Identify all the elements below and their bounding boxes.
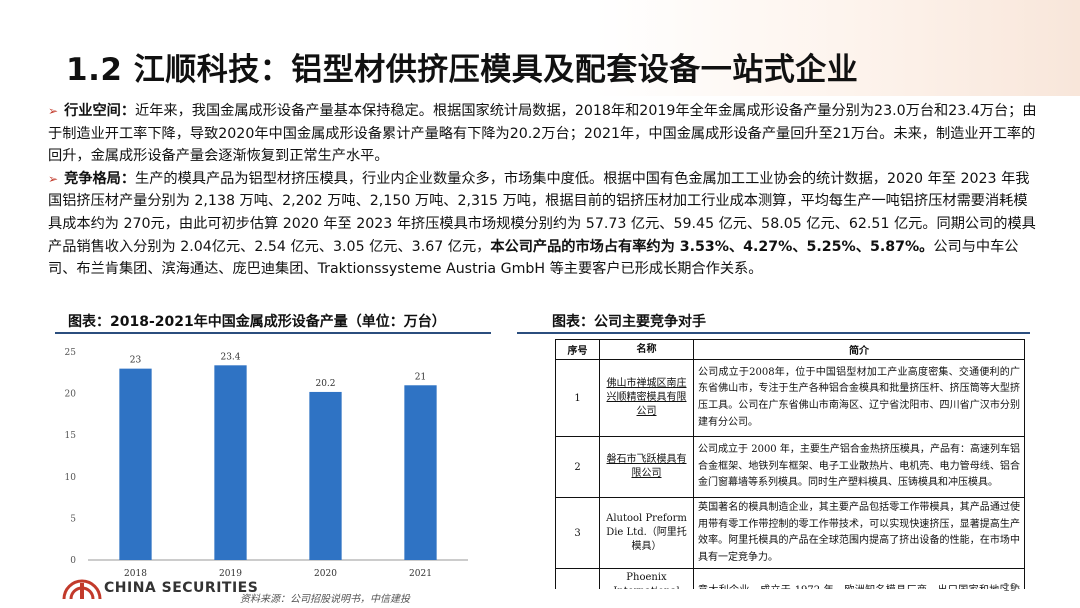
- page-title: 1.2 江顺科技：铝型材供挤压模具及配套设备一站式企业: [66, 52, 859, 88]
- data-label: 20.2: [315, 379, 335, 389]
- source-note: 资料来源：公司招股说明书，中信建投: [240, 594, 410, 605]
- bar: [309, 391, 342, 560]
- bar: [404, 385, 437, 560]
- row-name: 磐石市飞跃模具有限公司: [599, 436, 694, 498]
- y-tick-label: 0: [70, 556, 76, 566]
- table-header-row: 序号 名称 简介: [555, 339, 1025, 360]
- header-name: 名称: [599, 339, 694, 360]
- paragraph-text: 生产的模具产品为铝型材挤压模具，行业内企业数量众多，市场集中度低。根据中国有色金…: [48, 170, 1036, 255]
- x-tick-label: 2021: [409, 569, 432, 579]
- table-row: 3 Alutool Preform Die Ltd.（阿里托模具） 英国著名的模…: [555, 496, 1025, 570]
- x-tick-label: 2020: [314, 569, 337, 579]
- row-name: 佛山市禅城区南庄兴顺精密模具有限公司: [599, 359, 694, 437]
- chart-section-title: 图表：2018-2021年中国金属成形设备产量（单位：万台）: [68, 314, 446, 330]
- y-tick-label: 20: [65, 390, 77, 400]
- row-desc: 公司成立于2008年，位于中国铝型材加工产业高度密集、交通便利的广东省佛山市，专…: [693, 359, 1025, 437]
- production-bar-chart: 0 5 10 15 20 25 23 2018 23.4 2019 20.2 2020 21 2021: [58, 340, 478, 588]
- row-no: 1: [555, 359, 600, 437]
- china-securities-logo-icon: [62, 579, 102, 599]
- company-name-link[interactable]: 佛山市禅城区南庄兴顺精密模具有限公司: [606, 378, 687, 417]
- bullet-arrow-icon: ➢: [48, 104, 59, 118]
- paragraph-heading: 竞争格局：: [64, 170, 136, 187]
- chart-section-divider: [55, 332, 491, 334]
- logo-text: CHINA SECURITIES: [104, 580, 259, 596]
- bullet-arrow-icon: ➢: [48, 171, 59, 186]
- paragraph-industry-space: ➢ 行业空间：近年来，我国金属成形设备产量基本保持稳定。根据国家统计局数据，201…: [48, 100, 1038, 168]
- paragraph-text: 近年来，我国金属成形设备产量基本保持稳定。根据国家统计局数据，2018年和201…: [48, 103, 1037, 165]
- body-text: ➢ 行业空间：近年来，我国金属成形设备产量基本保持稳定。根据国家统计局数据，201…: [48, 100, 1038, 281]
- row-no: 4: [555, 568, 600, 589]
- page-number: 19: [1003, 581, 1017, 594]
- row-name: Phoenix International S.p.A.（凤凰模具公司）: [599, 568, 694, 589]
- title-background: [0, 0, 1080, 96]
- header-desc: 简介: [693, 339, 1025, 360]
- table-row: 4 Phoenix International S.p.A.（凤凰模具公司） 意…: [555, 568, 1025, 589]
- competitor-table: 序号 名称 简介 1 佛山市禅城区南庄兴顺精密模具有限公司 公司成立于2008年…: [555, 339, 1025, 589]
- competitor-table-container: 序号 名称 简介 1 佛山市禅城区南庄兴顺精密模具有限公司 公司成立于2008年…: [555, 339, 1025, 589]
- data-label: 23.4: [220, 352, 240, 362]
- data-label: 23: [130, 356, 142, 366]
- company-name-link[interactable]: 磐石市飞跃模具有限公司: [606, 454, 687, 479]
- market-share-highlight: 本公司产品的市场占有率约为 3.53%、4.27%、5.25%、5.87%。: [490, 238, 934, 255]
- row-desc: 意大利企业，成立于 1972 年，欧洲知名模具厂商，出口国家和地区较多，能生产的…: [693, 568, 1025, 589]
- row-no: 3: [555, 496, 600, 570]
- data-label: 21: [415, 372, 426, 382]
- bar: [119, 368, 152, 560]
- table-section-divider: [517, 332, 1030, 334]
- bar: [214, 365, 247, 560]
- row-desc: 公司成立于 2000 年，主要生产铝合金热挤压模具，产品有：高速列车铝合金框架、…: [693, 436, 1025, 498]
- row-desc: 英国著名的模具制造企业，其主要产品包括零工作带模具，其产品通过使用带有零工作带控…: [693, 496, 1025, 570]
- table-row: 1 佛山市禅城区南庄兴顺精密模具有限公司 公司成立于2008年，位于中国铝型材加…: [555, 359, 1025, 437]
- paragraph-heading: 行业空间：: [64, 103, 136, 119]
- row-name: Alutool Preform Die Ltd.（阿里托模具）: [599, 496, 694, 570]
- table-section-title: 图表：公司主要竞争对手: [552, 314, 706, 330]
- header-no: 序号: [555, 339, 600, 360]
- chart-svg: 0 5 10 15 20 25 23 2018 23.4 2019 20.2 2020 21 2021: [65, 348, 468, 579]
- y-tick-label: 25: [65, 348, 77, 358]
- x-tick-label: 2019: [219, 569, 242, 579]
- y-tick-label: 5: [70, 514, 76, 524]
- row-no: 2: [555, 436, 600, 498]
- y-tick-label: 15: [65, 431, 77, 441]
- y-tick-label: 10: [65, 473, 77, 483]
- paragraph-competition: ➢ 竞争格局：生产的模具产品为铝型材挤压模具，行业内企业数量众多，市场集中度低。根…: [48, 168, 1038, 281]
- table-row: 2 磐石市飞跃模具有限公司 公司成立于 2000 年，主要生产铝合金热挤压模具，…: [555, 436, 1025, 498]
- x-tick-label: 2018: [124, 569, 147, 579]
- paragraph-text-tail: 公司与中车公司、布兰肯集团、滨海通达、庞巴迪集团、Traktionssystem…: [48, 238, 1019, 278]
